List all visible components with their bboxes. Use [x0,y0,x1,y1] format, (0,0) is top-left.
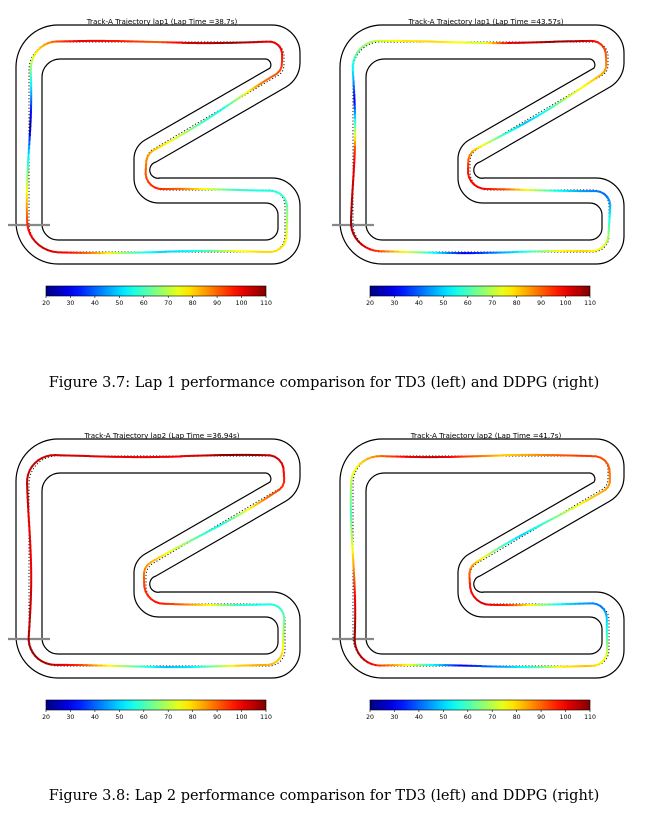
trajectory-segment [46,249,54,253]
plot-title: Track-A Trajectory lap1 (Lap Time =43.57… [407,17,563,26]
colorbar-tick-label: 70 [164,714,172,721]
colorbar-tick-label: 50 [115,300,123,307]
colorbar-tick-label: 70 [164,300,172,307]
trajectory-segment [277,458,283,465]
colorbar-tick-label: 70 [488,300,496,307]
trajectory-segment [595,455,602,459]
colorbar-tick-label: 20 [42,714,50,721]
colorbar-tick-label: 30 [67,300,75,307]
plot-lap1-ddpg: Track-A Trajectory lap1 (Lap Time =43.57… [332,17,625,307]
plot-title: Track-A Trajectory lap2 (Lap Time =36.94… [83,431,239,440]
colorbar [45,285,267,297]
colorbar-tick-label: 40 [91,300,99,307]
colorbar-tick-label: 30 [391,714,399,721]
trajectory-segment [42,247,49,252]
trajectory-segment [371,455,378,459]
colorbar-tick-label: 30 [67,714,75,721]
colorbar-tick-label: 50 [115,714,123,721]
figure-3-8-caption: Figure 3.8: Lap 2 performance comparison… [48,788,600,804]
trajectory-segment [473,595,479,602]
trajectory-segment [150,598,157,603]
colorbar-tick-label: 20 [366,714,374,721]
figure-3-7-caption: Figure 3.7: Lap 1 performance comparison… [48,375,600,391]
track-inner-boundary [41,58,279,241]
plot-lap2-td3: Track-A Trajectory lap2 (Lap Time =36.94… [8,431,301,721]
colorbar-tick-label: 50 [439,300,447,307]
colorbar-tick-label: 110 [584,714,596,721]
colorbar-tick-label: 40 [91,714,99,721]
track-centerline [352,455,610,667]
colorbar-tick-label: 110 [260,714,272,721]
track-outer-boundary [339,24,625,265]
colorbar-tick-label: 90 [213,714,221,721]
trajectory-segment [270,249,277,254]
colorbar-tick-label: 50 [439,714,447,721]
colorbar-tick-label: 80 [189,300,197,307]
colorbar-tick-label: 60 [464,300,472,307]
trajectory-segment [146,594,153,601]
colorbar-tick-label: 80 [513,300,521,307]
trajectory-segment [154,600,161,605]
colorbar-tick-label: 100 [560,714,572,721]
colorbar-tick-label: 100 [236,300,248,307]
plot-title: Track-A Trajectory lap1 (Lap Time =38.7s… [86,17,238,26]
colorbar-tick-label: 20 [42,300,50,307]
trajectory-segment [38,244,45,250]
track-inner-boundary [365,472,603,655]
track-outer-boundary [15,438,301,679]
colorbar-tick-label: 30 [391,300,399,307]
colorbar [369,699,591,711]
trajectory-segment [599,456,606,462]
colorbar-tick-label: 90 [213,300,221,307]
track-inner-boundary [365,58,603,241]
trajectory-segment [273,455,280,461]
colorbar [369,285,591,297]
colorbar-tick-label: 80 [513,714,521,721]
colorbar-tick-label: 100 [236,714,248,721]
trajectory-segment [34,241,41,247]
track-outer-boundary [15,24,301,265]
trajectory-segment [31,237,37,244]
colorbar-tick-label: 110 [260,300,272,307]
track-centerline [352,41,610,253]
trajectory-segment [51,250,59,254]
trajectory-segment [269,454,276,458]
colorbar-tick-label: 70 [488,714,496,721]
colorbar-tick-label: 20 [366,300,374,307]
colorbar-tick-label: 100 [560,300,572,307]
trajectory-segment [470,591,475,598]
plot-lap1-td3: Track-A Trajectory lap1 (Lap Time =38.7s… [8,17,301,307]
colorbar [45,699,267,711]
colorbar-tick-label: 80 [189,714,197,721]
colorbar-tick-label: 60 [140,300,148,307]
colorbar-tick-label: 60 [140,714,148,721]
track-outer-boundary [339,438,625,679]
plot-lap2-ddpg: Track-A Trajectory lap2 (Lap Time =41.7s… [332,431,625,721]
colorbar-tick-label: 40 [415,714,423,721]
trajectory-segment [476,599,483,604]
colorbar-tick-label: 90 [537,300,545,307]
track-inner-boundary [41,472,279,655]
trajectory-segment [280,462,285,469]
colorbar-tick-label: 110 [584,300,596,307]
plot-title: Track-A Trajectory lap2 (Lap Time =41.7s… [410,431,562,440]
track-centerline [28,41,286,253]
colorbar-tick-label: 40 [415,300,423,307]
colorbar-tick-label: 60 [464,714,472,721]
colorbar-tick-label: 90 [537,714,545,721]
track-centerline [28,455,286,667]
